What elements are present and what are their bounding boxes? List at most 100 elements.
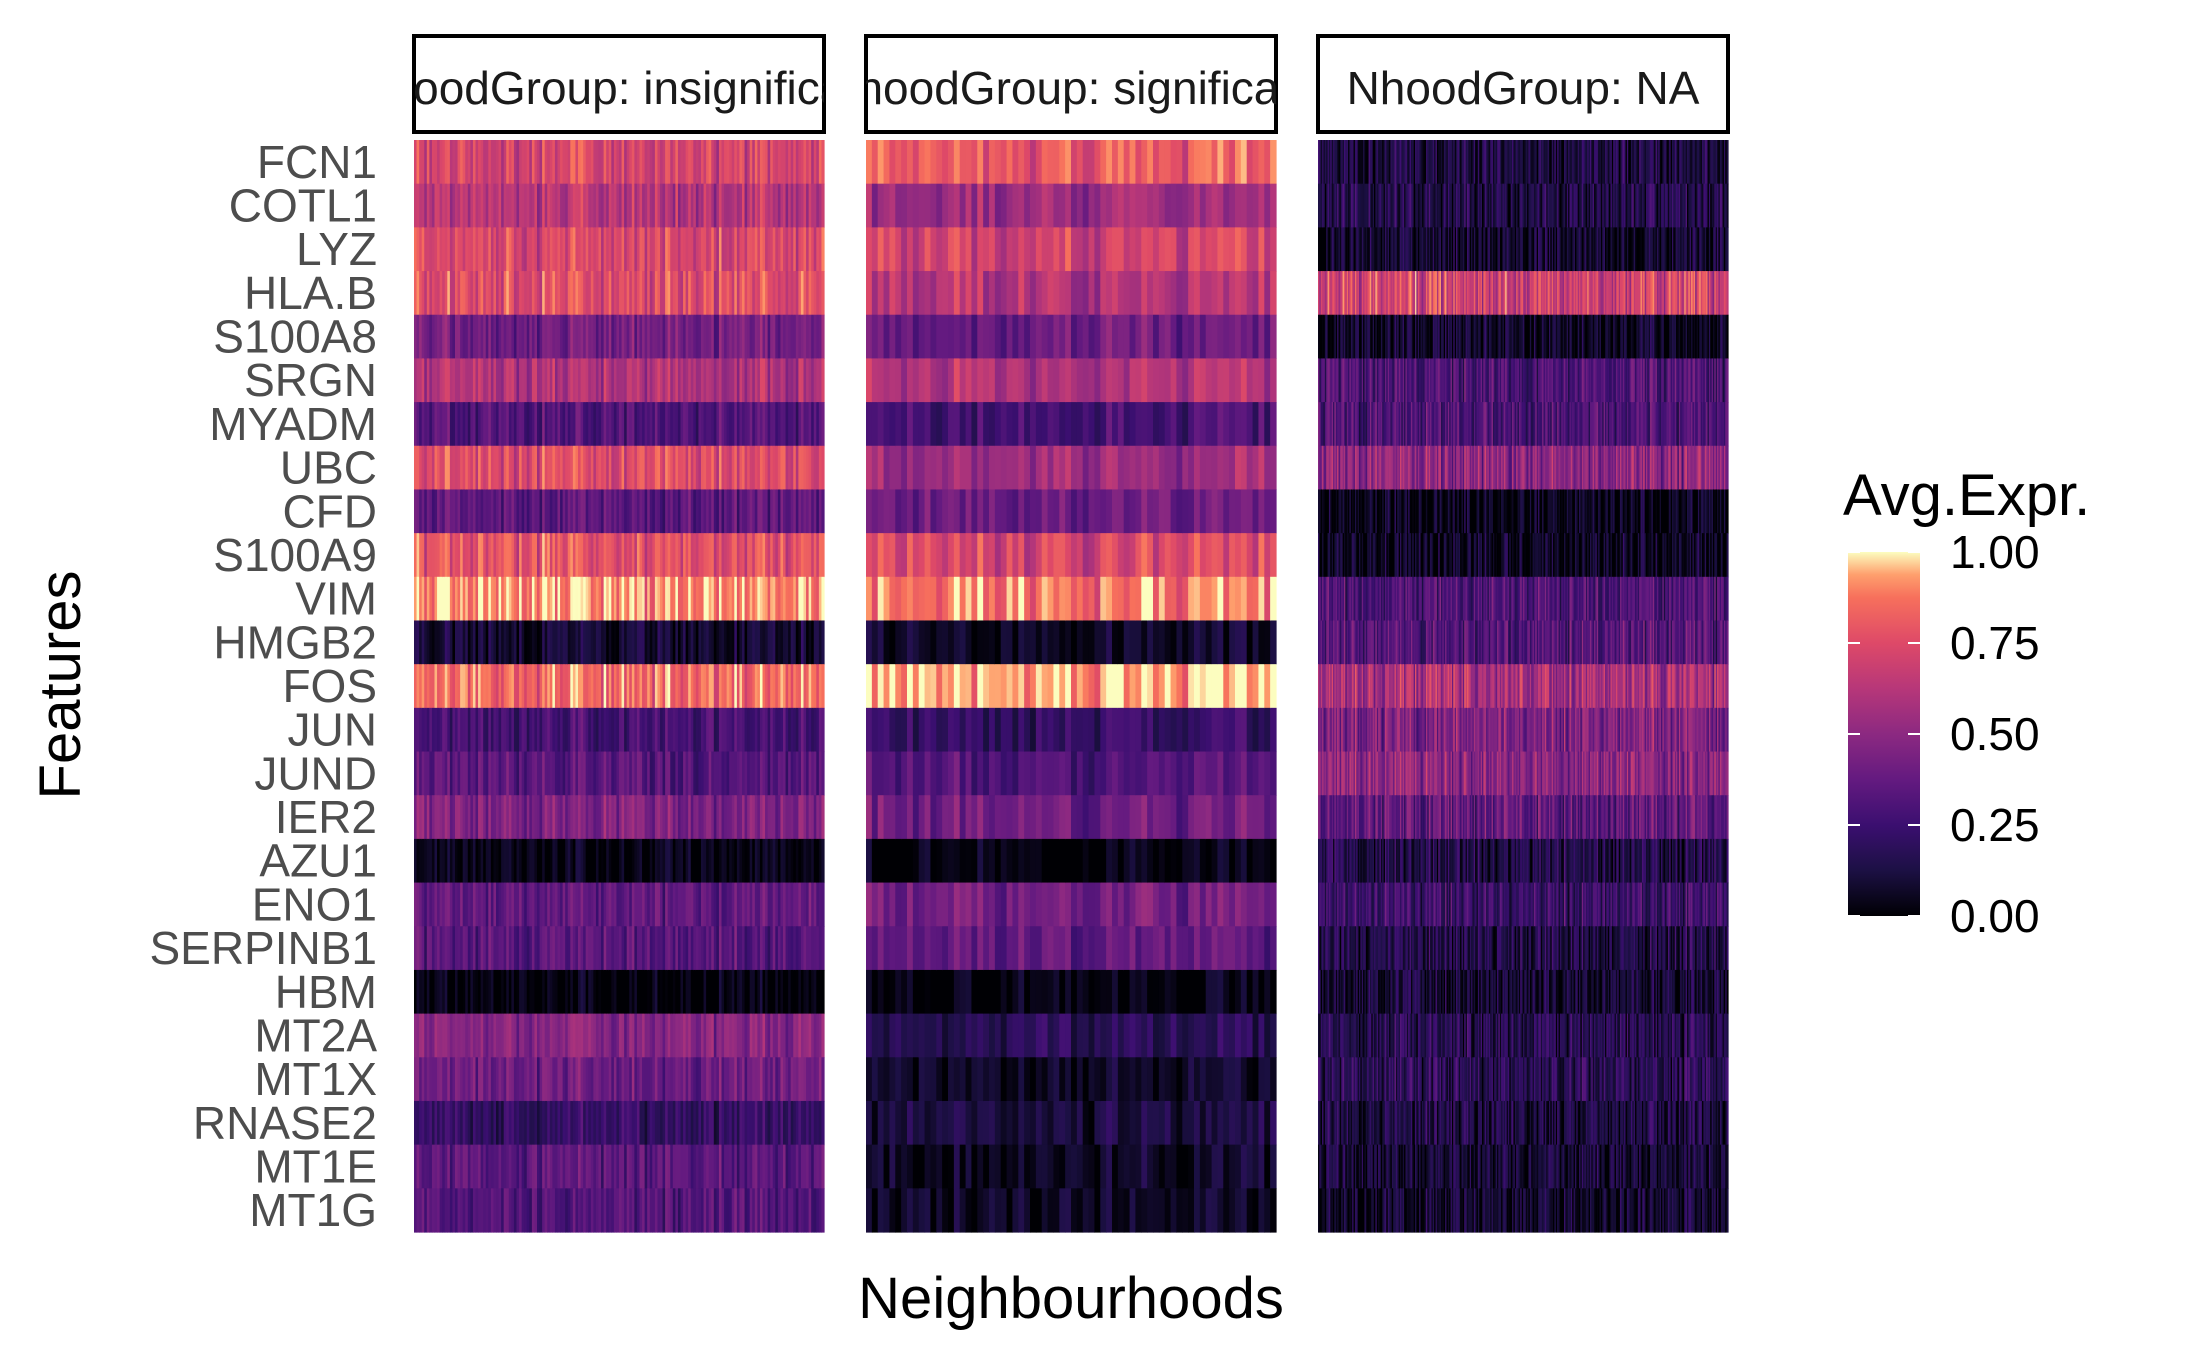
heatmap-cell bbox=[616, 183, 620, 228]
heatmap-cell bbox=[654, 489, 659, 534]
heatmap-cell bbox=[460, 1013, 464, 1058]
heatmap-cell bbox=[424, 882, 428, 927]
heatmap-cell bbox=[501, 227, 505, 272]
heatmap-cell bbox=[595, 445, 600, 491]
heatmap-cell bbox=[1024, 1144, 1031, 1189]
heatmap-cell bbox=[416, 1188, 420, 1233]
heatmap-cell bbox=[983, 969, 990, 1015]
heatmap-cell bbox=[907, 1188, 914, 1233]
heatmap-cell bbox=[549, 140, 553, 185]
heatmap-cell bbox=[1006, 926, 1014, 971]
heatmap-cell bbox=[977, 1144, 984, 1189]
heatmap-cell bbox=[529, 1013, 533, 1058]
heatmap-cell bbox=[1018, 707, 1025, 753]
heatmap-cell bbox=[1018, 1144, 1025, 1189]
heatmap-cell bbox=[680, 1188, 684, 1233]
heatmap-cell bbox=[493, 489, 497, 534]
heatmap-cell bbox=[531, 707, 536, 753]
heatmap-cell bbox=[437, 1057, 441, 1102]
heatmap-cell bbox=[480, 1188, 484, 1233]
heatmap-cell bbox=[457, 1144, 461, 1189]
heatmap-cell bbox=[460, 1057, 464, 1102]
heatmap-cell bbox=[449, 314, 454, 359]
heatmap-cell bbox=[672, 489, 676, 534]
heatmap-cell bbox=[716, 1100, 720, 1146]
heatmap-cell bbox=[647, 489, 651, 534]
heatmap-cell bbox=[665, 751, 669, 796]
heatmap-cell bbox=[624, 1057, 628, 1102]
heatmap-cell bbox=[889, 533, 896, 578]
heatmap-cell bbox=[1071, 1057, 1078, 1102]
heatmap-cell bbox=[989, 533, 996, 578]
heatmap-cell bbox=[1030, 402, 1037, 447]
heatmap-cell bbox=[516, 358, 520, 403]
heatmap-cell bbox=[429, 1144, 433, 1189]
heatmap-cell bbox=[660, 1013, 664, 1058]
heatmap-cell bbox=[601, 576, 605, 622]
heatmap-cell bbox=[470, 838, 474, 884]
heatmap-cell bbox=[475, 1057, 479, 1102]
heatmap-cell bbox=[1071, 183, 1078, 228]
heatmap-cell bbox=[554, 882, 559, 927]
heatmap-cell bbox=[526, 707, 530, 753]
heatmap-cell bbox=[547, 664, 551, 709]
heatmap-cell bbox=[866, 838, 873, 884]
heatmap-cell bbox=[924, 1013, 932, 1058]
heatmap-cell bbox=[1065, 533, 1072, 578]
heatmap-cell bbox=[649, 489, 653, 534]
heatmap-cell bbox=[1076, 1188, 1084, 1233]
heatmap-cell bbox=[1059, 533, 1066, 578]
heatmap-cell bbox=[434, 664, 438, 709]
heatmap-cell bbox=[470, 1013, 474, 1058]
heatmap-cell bbox=[718, 314, 723, 359]
heatmap-cell bbox=[672, 183, 676, 228]
heatmap-cell bbox=[606, 751, 610, 796]
heatmap-cell bbox=[901, 926, 908, 971]
heatmap-cell bbox=[718, 183, 723, 228]
heatmap-cell bbox=[506, 707, 510, 753]
heatmap-cell bbox=[629, 183, 633, 228]
heatmap-cell bbox=[488, 271, 492, 316]
heatmap-cell bbox=[877, 358, 885, 403]
heatmap-cell bbox=[496, 751, 500, 796]
heatmap-cell bbox=[866, 1057, 873, 1102]
heatmap-cell bbox=[657, 358, 661, 403]
heatmap-cell bbox=[493, 402, 497, 447]
heatmap-cell bbox=[977, 140, 984, 185]
heatmap-cell bbox=[580, 1188, 584, 1233]
heatmap-cell bbox=[680, 314, 684, 359]
heatmap-cell bbox=[452, 1188, 456, 1233]
heatmap-cell bbox=[636, 882, 641, 927]
heatmap-cell bbox=[672, 576, 676, 622]
heatmap-cell bbox=[821, 533, 825, 578]
heatmap-cell bbox=[1094, 445, 1101, 491]
heatmap-cell bbox=[488, 1013, 492, 1058]
heatmap-cell bbox=[544, 1188, 548, 1233]
heatmap-cell bbox=[1030, 620, 1037, 665]
heatmap-cell bbox=[611, 926, 615, 971]
heatmap-cell bbox=[1006, 969, 1014, 1015]
heatmap-cell bbox=[460, 183, 464, 228]
heatmap-cell bbox=[437, 751, 441, 796]
heatmap-cell bbox=[629, 445, 633, 491]
heatmap-cell bbox=[983, 489, 990, 534]
heatmap-cell bbox=[895, 183, 902, 228]
heatmap-cell bbox=[1065, 795, 1072, 840]
heatmap-cell bbox=[513, 227, 518, 272]
heatmap-cell bbox=[942, 707, 949, 753]
heatmap-cell bbox=[1059, 1144, 1066, 1189]
heatmap-cell bbox=[613, 1100, 618, 1146]
heatmap-cell bbox=[912, 576, 920, 622]
heatmap-cell bbox=[560, 576, 564, 622]
heatmap-cell bbox=[1071, 489, 1078, 534]
heatmap-cell bbox=[649, 707, 653, 753]
heatmap-cell bbox=[488, 183, 492, 228]
heatmap-cell bbox=[698, 969, 702, 1015]
heatmap-cell bbox=[670, 445, 674, 491]
heatmap-cell bbox=[1053, 1144, 1060, 1189]
heatmap-cell bbox=[560, 358, 564, 403]
heatmap-cell bbox=[942, 926, 949, 971]
heatmap-cell bbox=[677, 926, 682, 971]
heatmap-cell bbox=[472, 445, 477, 491]
heatmap-cell bbox=[521, 140, 525, 185]
